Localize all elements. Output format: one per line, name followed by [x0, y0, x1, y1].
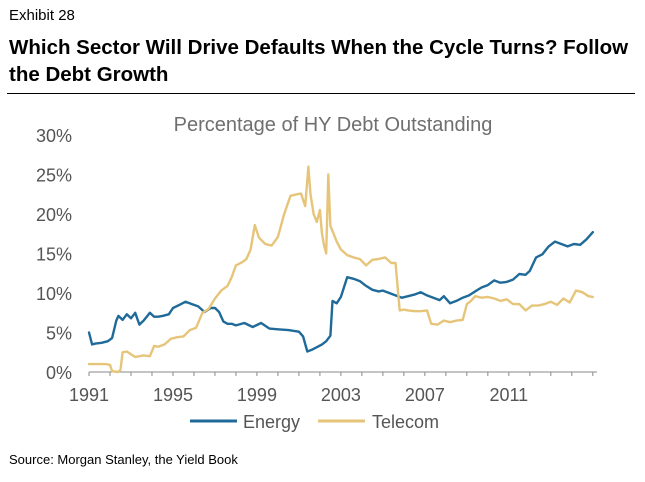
y-axis: 0% 5% 10% 15% 20% 25% 30%: [36, 126, 72, 383]
plot-area: [87, 165, 594, 374]
y-tick-label: 25%: [36, 166, 72, 186]
y-tick-label: 30%: [36, 126, 72, 146]
x-axis: 1991 1995 1999 2003 2007 2011: [69, 371, 597, 405]
x-tick-label: 2011: [489, 385, 528, 405]
report-title: Which Sector Will Drive Defaults When th…: [9, 36, 629, 86]
y-tick-label: 0%: [46, 363, 72, 383]
y-tick-label: 5%: [46, 324, 72, 344]
x-tick-label: 1999: [237, 385, 277, 405]
y-tick-label: 10%: [36, 284, 72, 304]
y-tick-label: 15%: [36, 245, 72, 265]
series-line-telecom: [87, 165, 594, 374]
x-tick-label: 2003: [321, 385, 361, 405]
chart-title: Percentage of HY Debt Outstanding: [174, 114, 493, 136]
x-tick-label: 1995: [153, 385, 193, 405]
x-tick-label: 2007: [405, 385, 445, 405]
series-line-energy: [87, 230, 594, 353]
legend: Energy Telecom: [190, 412, 439, 432]
source-note: Source: Morgan Stanley, the Yield Book: [9, 452, 238, 467]
legend-label-telecom: Telecom: [372, 412, 439, 432]
x-tick-label: 1991: [69, 385, 109, 405]
y-tick-label: 20%: [36, 205, 72, 225]
title-rule: [7, 93, 635, 94]
exhibit-label: Exhibit 28: [9, 7, 75, 24]
legend-label-energy: Energy: [243, 412, 300, 432]
